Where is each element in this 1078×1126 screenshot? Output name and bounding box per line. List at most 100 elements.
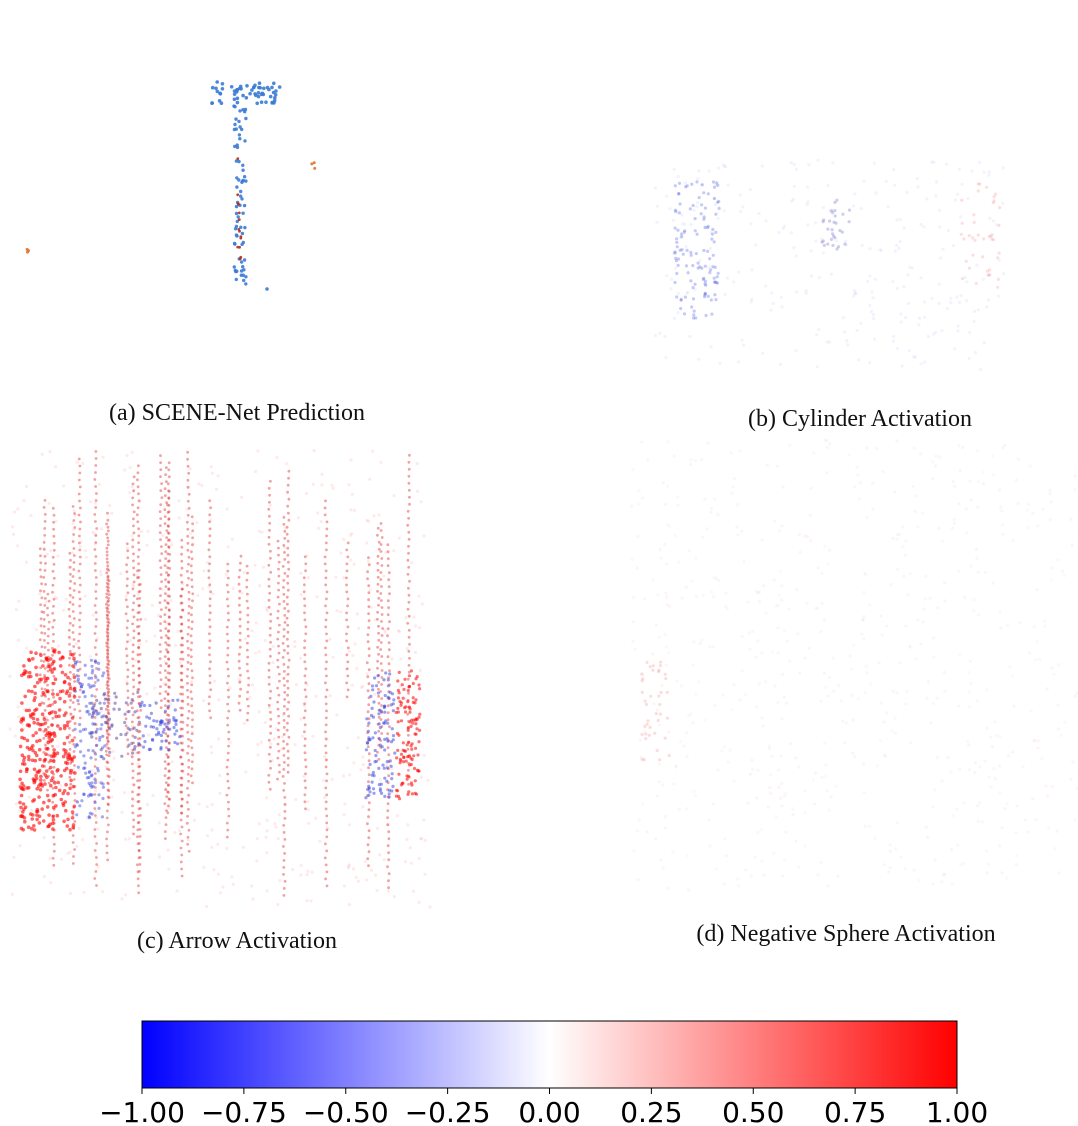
point	[95, 527, 98, 530]
point	[400, 783, 403, 786]
point	[324, 556, 327, 559]
point	[853, 485, 856, 488]
point	[273, 822, 276, 825]
point	[277, 757, 280, 760]
point	[52, 605, 55, 608]
point	[176, 699, 179, 702]
point	[668, 207, 671, 210]
point	[257, 753, 260, 756]
point	[408, 580, 411, 583]
point	[1015, 863, 1018, 866]
point	[306, 899, 309, 902]
point	[936, 606, 939, 609]
point	[848, 220, 851, 223]
point	[31, 749, 35, 753]
point	[408, 468, 411, 471]
point	[853, 755, 856, 758]
point	[22, 672, 26, 676]
point	[293, 640, 296, 643]
point	[377, 625, 380, 628]
point	[999, 627, 1002, 630]
point	[167, 671, 170, 674]
point	[95, 450, 98, 453]
point	[689, 279, 692, 282]
point	[283, 614, 286, 617]
point	[25, 485, 28, 488]
point	[164, 564, 167, 567]
point	[304, 653, 307, 656]
point	[93, 723, 96, 726]
point	[718, 207, 721, 210]
point	[282, 775, 285, 778]
point	[171, 699, 174, 702]
point	[246, 579, 249, 582]
point	[165, 662, 168, 665]
point	[712, 180, 715, 183]
point	[269, 648, 272, 651]
point	[732, 683, 735, 686]
point	[69, 687, 73, 691]
point	[335, 713, 338, 716]
point	[137, 464, 140, 467]
point	[919, 643, 922, 646]
point	[244, 117, 247, 120]
point	[278, 575, 281, 578]
point	[110, 512, 113, 515]
point	[707, 442, 710, 445]
point	[127, 744, 130, 747]
point	[55, 715, 59, 719]
point	[378, 853, 381, 856]
point	[136, 569, 139, 572]
point	[180, 539, 183, 542]
point	[44, 597, 47, 600]
point	[957, 570, 960, 573]
point	[187, 703, 190, 706]
point	[414, 624, 417, 627]
point	[779, 363, 782, 366]
point	[819, 630, 822, 633]
point	[66, 792, 70, 796]
point	[78, 696, 81, 699]
point	[705, 314, 708, 317]
point	[209, 660, 212, 663]
point	[187, 838, 190, 841]
point	[37, 795, 41, 799]
point	[238, 653, 241, 656]
point	[168, 741, 171, 744]
point	[94, 814, 97, 817]
point	[174, 708, 177, 711]
point	[399, 758, 402, 761]
point	[282, 789, 285, 792]
point	[291, 868, 294, 871]
point	[376, 660, 379, 663]
point	[33, 692, 37, 696]
point	[191, 557, 194, 560]
point	[137, 471, 140, 474]
point	[246, 712, 249, 715]
point	[133, 726, 136, 729]
point	[132, 826, 135, 829]
point	[962, 237, 965, 240]
point	[324, 563, 327, 566]
point	[94, 676, 97, 679]
point	[133, 511, 136, 514]
point	[79, 465, 82, 468]
point	[52, 864, 55, 867]
point	[348, 823, 351, 826]
point	[419, 837, 422, 840]
point	[712, 254, 715, 257]
point	[64, 761, 68, 765]
point	[151, 794, 154, 797]
point	[380, 718, 383, 721]
point	[63, 742, 67, 746]
point	[346, 605, 349, 608]
point	[165, 480, 168, 483]
point	[932, 637, 935, 640]
point	[155, 720, 158, 723]
point	[975, 548, 978, 551]
point	[91, 671, 94, 674]
point	[283, 523, 286, 526]
point	[909, 646, 912, 649]
point	[824, 763, 827, 766]
point	[713, 293, 716, 296]
